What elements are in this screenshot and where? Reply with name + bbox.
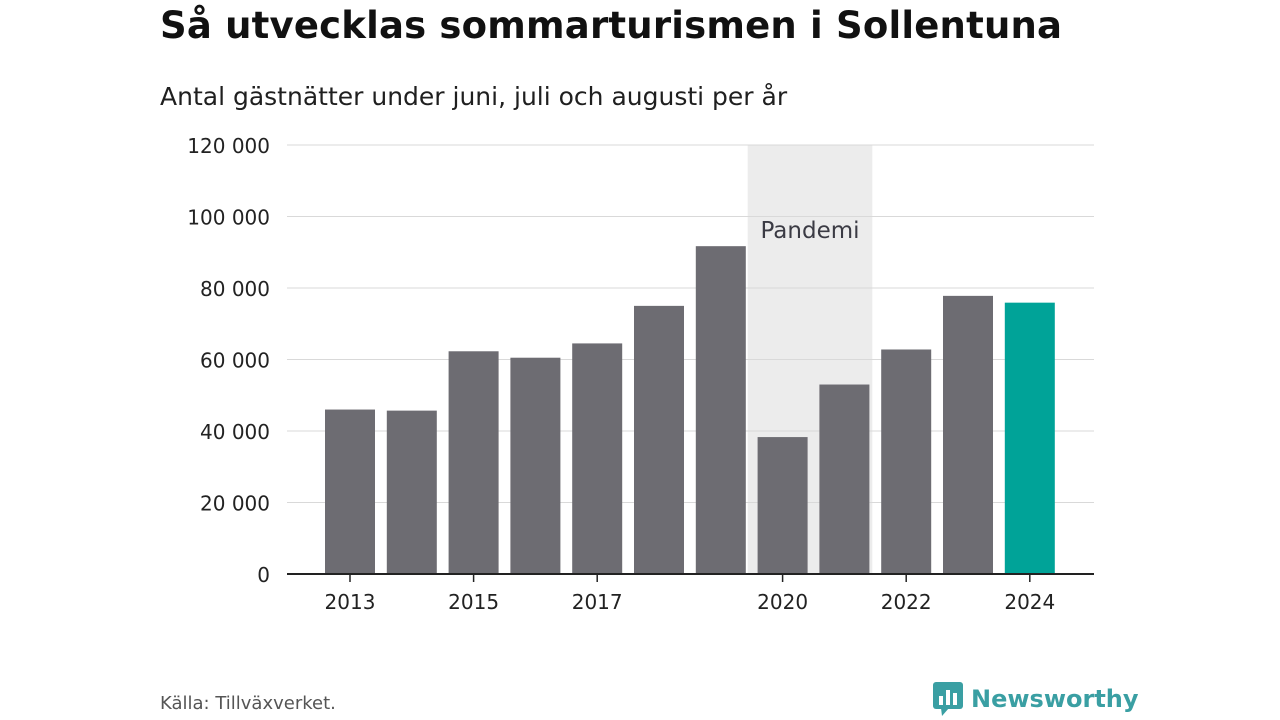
x-tick-label: 2022	[881, 590, 932, 614]
bar-2015	[448, 351, 499, 574]
x-tick-label: 2024	[1004, 590, 1055, 614]
y-tick-label: 120 000	[187, 134, 270, 158]
y-tick-label: 100 000	[187, 206, 270, 230]
source-note: Källa: Tillväxverket.	[160, 693, 336, 714]
bar-2017	[572, 343, 623, 574]
y-tick-label: 60 000	[200, 349, 270, 373]
bar-2014	[386, 410, 437, 574]
bar-2023	[943, 295, 993, 574]
bar-2022	[881, 349, 932, 574]
bar-2019	[695, 246, 746, 575]
x-tick-label: 2013	[325, 590, 376, 614]
y-tick-label: 80 000	[200, 277, 270, 301]
y-tick-label: 20 000	[200, 492, 270, 516]
x-tick-label: 2015	[448, 590, 499, 614]
y-tick-label: 40 000	[200, 420, 270, 444]
pandemic-label: Pandemi	[760, 218, 859, 244]
bar-2024	[1004, 302, 1055, 574]
bar-2016	[510, 357, 561, 574]
bar-2018	[634, 305, 684, 574]
chart-subtitle: Antal gästnätter under juni, juli och au…	[160, 82, 788, 111]
bar-2013	[325, 409, 375, 574]
bar-2020	[757, 437, 808, 574]
x-tick-label: 2020	[757, 590, 808, 614]
x-tick-label: 2017	[572, 590, 623, 614]
y-tick-label: 0	[257, 563, 270, 587]
chart-title: Så utvecklas sommarturismen i Sollentuna	[160, 4, 1063, 47]
brand-logo: Newsworthy	[933, 682, 1139, 716]
brand-name: Newsworthy	[971, 685, 1139, 713]
newsworthy-logo-icon	[933, 682, 963, 716]
bar-2021	[819, 384, 870, 574]
